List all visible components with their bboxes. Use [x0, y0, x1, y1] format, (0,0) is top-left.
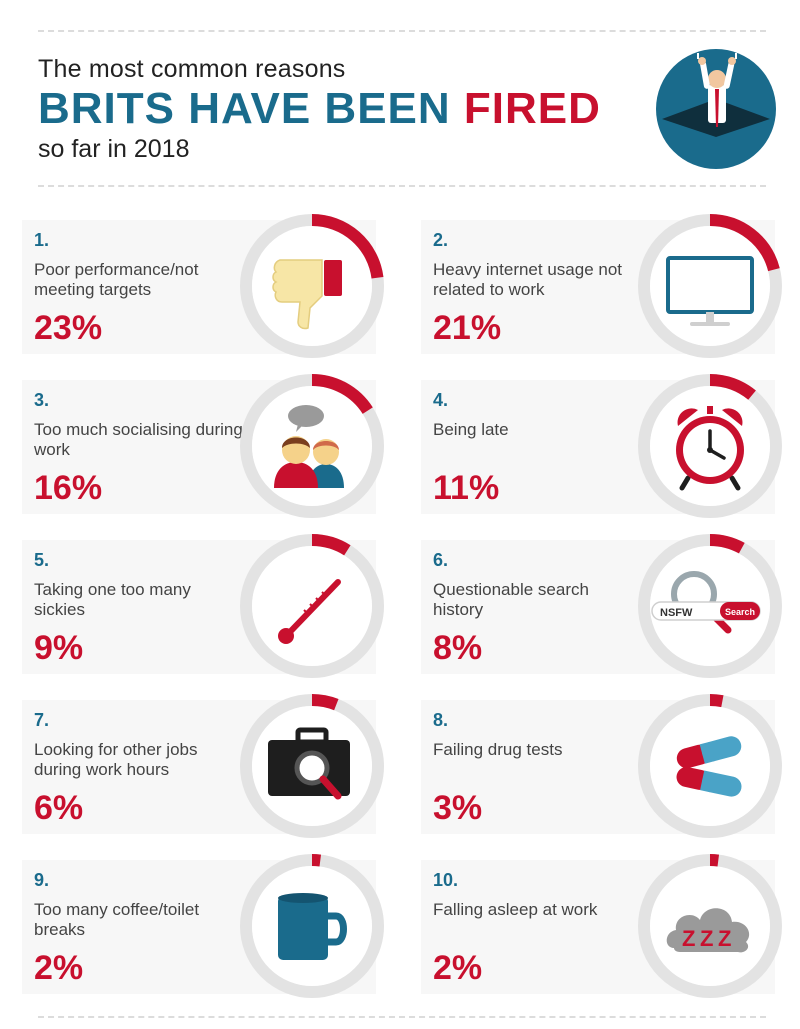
reason-percentage: 9% [34, 629, 84, 667]
reason-label: Falling asleep at work [433, 900, 598, 919]
reason-rank: 1. [34, 230, 50, 250]
reason-percentage: 2% [34, 949, 84, 987]
reason-percentage: 23% [34, 309, 103, 347]
search-button-label: Search [725, 607, 755, 617]
mug-icon [278, 893, 347, 960]
progress-arc-5 [311, 534, 351, 556]
reason-percentage: 21% [433, 309, 502, 347]
reason-label: Too many coffee/toilet breaks [34, 900, 200, 939]
reason-label: Looking for other jobs during work hours [34, 740, 198, 779]
page-header: The most common reasons BRITS HAVE BEEN … [38, 55, 638, 164]
reason-rank: 10. [433, 870, 459, 890]
briefcase-magnifier-icon [268, 727, 350, 800]
progress-ring-8 [638, 694, 782, 838]
chatting-people-icon [274, 405, 344, 488]
reason-label: Questionable search history [433, 580, 589, 619]
pills-icon [676, 736, 742, 797]
progress-arc-7 [311, 694, 339, 711]
svg-text:Z: Z [682, 926, 695, 951]
reason-label: Being late [433, 420, 509, 439]
falling-man-hero-icon [656, 49, 776, 169]
reason-percentage: 16% [34, 469, 103, 507]
reason-percentage: 3% [433, 789, 483, 827]
bottom-divider [38, 1016, 766, 1018]
top-divider [38, 30, 766, 32]
progress-arc-4 [709, 374, 756, 400]
title-line-2a: BRITS HAVE BEEN [38, 84, 464, 133]
reason-label: Failing drug tests [433, 740, 563, 759]
reason-rank: 2. [433, 230, 449, 250]
reason-percentage: 8% [433, 629, 483, 667]
reason-percentage: 11% [433, 469, 500, 507]
reason-label: Taking one too many sickies [34, 580, 191, 619]
progress-arc-9 [311, 854, 322, 867]
zzz-cloud-icon: Z Z Z [666, 908, 750, 953]
page-title: BRITS HAVE BEEN FIRED [38, 85, 638, 133]
progress-arc-3 [311, 374, 373, 415]
progress-arc-10 [709, 854, 720, 867]
reason-rank: 6. [433, 550, 449, 570]
reason-rank: 3. [34, 390, 50, 410]
svg-text:Z: Z [718, 926, 731, 951]
title-line-1: The most common reasons [38, 55, 346, 83]
reason-rank: 5. [34, 550, 50, 570]
thermometer-icon [278, 579, 341, 644]
reason-percentage: 6% [34, 789, 84, 827]
title-line-3: so far in 2018 [38, 135, 190, 163]
reason-rank: 8. [433, 710, 449, 730]
alarm-clock-icon [676, 406, 744, 491]
reason-label: Too much socialising during work [34, 420, 243, 459]
svg-text:Z: Z [700, 926, 713, 951]
reason-label: Heavy internet usage not related to work [433, 260, 623, 299]
reason-percentage: 2% [433, 949, 483, 987]
reason-rank: 9. [34, 870, 50, 890]
monitor-icon [666, 256, 754, 326]
thumbs-down-icon [272, 259, 342, 330]
progress-arc-6 [709, 534, 745, 554]
reason-rank: 4. [433, 390, 449, 410]
progress-arc-8 [709, 694, 724, 708]
search-bar-icon: NSFW Search [651, 571, 761, 634]
title-line-2b: FIRED [463, 84, 601, 133]
progress-arc-1 [311, 214, 384, 279]
header-divider [38, 185, 766, 187]
reason-rank: 7. [34, 710, 50, 730]
progress-ring-1 [240, 214, 384, 358]
search-field-text: NSFW [660, 607, 693, 619]
progress-arc-2 [709, 214, 780, 272]
reason-label: Poor performance/not meeting targets [34, 260, 199, 299]
